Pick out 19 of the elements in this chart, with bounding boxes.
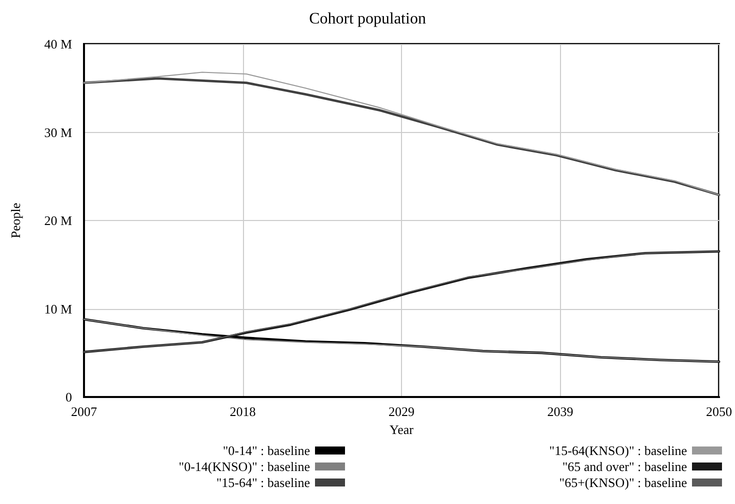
legend-label: "0-14" : baseline — [222, 443, 310, 458]
y-tick-label: 30 M — [44, 124, 72, 140]
y-tick-label: 10 M — [44, 301, 72, 316]
chart-title: Cohort population — [309, 10, 426, 28]
y-axis-title: People — [8, 202, 23, 238]
x-tick-label: 2007 — [71, 404, 98, 419]
x-tick-label: 2029 — [388, 404, 414, 419]
x-tick-label: 2039 — [547, 404, 574, 419]
legend-label: "0-14(KNSO)" : baseline — [178, 459, 310, 474]
y-tick-label: 0 — [66, 390, 72, 404]
legend-label: "65+(KNSO)" : baseline — [559, 475, 688, 490]
x-tick-label: 2050 — [706, 404, 732, 419]
legend-label: "15-64" : baseline — [216, 475, 310, 490]
legend-label: "15-64(KNSO)" : baseline — [549, 443, 688, 458]
x-tick-label: 2018 — [230, 404, 256, 419]
y-tick-label: 20 M — [44, 213, 72, 228]
y-tick-label: 40 M — [44, 36, 72, 52]
legend-label: "65 and over" : baseline — [562, 459, 688, 474]
x-axis-title: Year — [390, 422, 414, 437]
